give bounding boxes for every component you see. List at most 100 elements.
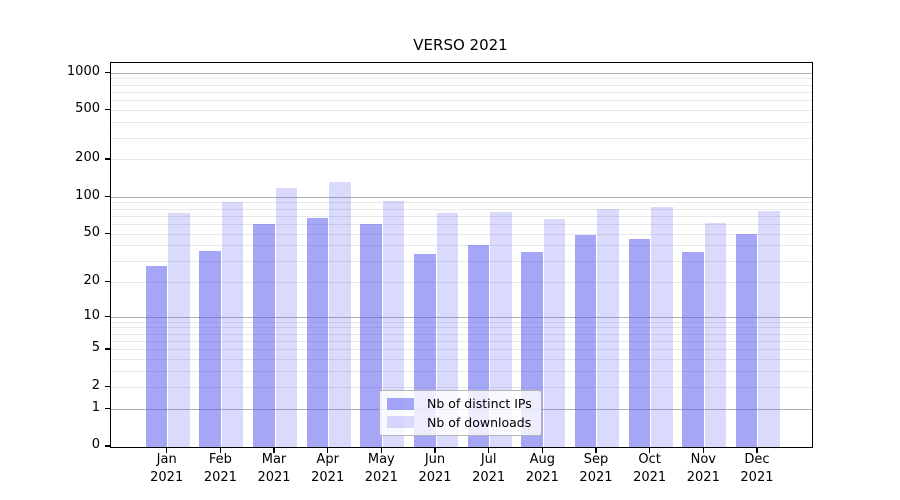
bar-nb-of-downloads xyxy=(597,209,619,447)
x-tick-month: Aug xyxy=(529,452,555,467)
minor-gridline xyxy=(111,371,812,373)
x-tick-mark xyxy=(273,447,275,453)
x-tick-label: Jun 2021 xyxy=(405,451,465,487)
y-tick-label: 1000 xyxy=(66,63,100,79)
y-tick-label: 0 xyxy=(91,437,100,453)
minor-gridline xyxy=(111,91,812,93)
bar-nb-of-downloads xyxy=(651,206,673,447)
y-tick-label: 5 xyxy=(91,340,100,356)
y-tick-label: 50 xyxy=(83,224,100,240)
x-tick-label: May 2021 xyxy=(351,451,411,487)
bar-nb-of-distinct-ips xyxy=(360,223,382,447)
y-tick-label: 2 xyxy=(91,377,100,393)
minor-gridline xyxy=(111,100,812,102)
x-tick-month: Sep xyxy=(583,452,609,467)
bar-nb-of-distinct-ips xyxy=(253,223,275,447)
x-tick-year: 2021 xyxy=(525,470,559,485)
x-tick-label: Apr 2021 xyxy=(298,451,358,487)
legend-label: Nb of downloads xyxy=(427,414,532,430)
bar-nb-of-distinct-ips xyxy=(735,233,758,447)
major-gridline xyxy=(111,316,812,318)
x-tick-label: Sep 2021 xyxy=(566,451,626,487)
y-tick-mark xyxy=(105,315,110,317)
minor-gridline xyxy=(111,233,812,235)
x-tick-mark xyxy=(434,447,436,453)
x-tick-year: 2021 xyxy=(150,470,184,485)
x-tick-month: May xyxy=(367,452,395,467)
minor-gridline xyxy=(111,359,812,361)
x-tick-label: Nov 2021 xyxy=(673,451,733,487)
minor-gridline xyxy=(111,208,812,210)
legend-swatch-ips-bar xyxy=(387,397,414,410)
minor-gridline xyxy=(111,340,812,342)
bar-nb-of-downloads xyxy=(221,201,244,447)
x-tick-label: Jul 2021 xyxy=(459,451,519,487)
chart-title: VERSO 2021 xyxy=(413,36,508,54)
x-tick-month: Jan xyxy=(156,452,177,467)
minor-gridline xyxy=(111,260,812,262)
major-gridline xyxy=(111,72,812,74)
x-tick-mark xyxy=(756,447,758,453)
bar-nb-of-distinct-ips xyxy=(199,250,221,447)
y-tick-label: 1 xyxy=(91,399,100,415)
y-tick-mark xyxy=(105,71,110,74)
minor-gridline xyxy=(111,110,812,112)
y-tick-mark xyxy=(105,195,110,198)
minor-gridline xyxy=(111,321,812,323)
legend-item: Nb of downloads xyxy=(387,415,533,430)
y-tick-mark xyxy=(105,158,110,160)
y-tick-label: 100 xyxy=(75,187,100,203)
minor-gridline xyxy=(111,78,812,80)
x-tick-month: Jul xyxy=(480,452,497,467)
x-tick-mark xyxy=(648,447,651,453)
bar-nb-of-downloads xyxy=(543,218,566,447)
x-tick-mark xyxy=(219,447,222,453)
x-tick-label: Dec 2021 xyxy=(727,451,787,487)
x-tick-year: 2021 xyxy=(579,470,613,485)
minor-gridline xyxy=(111,202,812,204)
minor-gridline xyxy=(111,159,812,161)
x-tick-month: Dec xyxy=(744,452,770,467)
bar-nb-of-distinct-ips xyxy=(574,234,597,447)
y-tick-label: 200 xyxy=(75,150,100,166)
minor-gridline xyxy=(111,223,812,225)
x-tick-year: 2021 xyxy=(686,470,720,485)
minor-gridline xyxy=(111,386,812,388)
minor-gridline xyxy=(111,84,812,86)
x-tick-month: Nov xyxy=(690,452,716,467)
x-tick-mark xyxy=(380,447,383,453)
x-tick-label: Jan 2021 xyxy=(137,451,197,487)
bar-nb-of-downloads xyxy=(758,211,780,447)
bar-nb-of-downloads xyxy=(436,212,458,447)
x-tick-mark xyxy=(326,447,329,453)
y-tick-mark xyxy=(105,445,110,447)
bar-nb-of-distinct-ips xyxy=(628,239,651,447)
x-tick-year: 2021 xyxy=(257,470,291,485)
x-tick-mark xyxy=(702,447,704,453)
y-tick-mark xyxy=(105,280,110,282)
legend-swatch-downloads-bar xyxy=(387,416,414,429)
x-tick-year: 2021 xyxy=(740,470,774,485)
y-tick-mark xyxy=(105,385,110,388)
legend-item: Nb of distinct IPs xyxy=(387,396,533,411)
y-tick-mark xyxy=(105,232,110,234)
minor-gridline xyxy=(111,327,812,329)
bar-nb-of-downloads xyxy=(704,223,727,447)
plot-area: Nb of distinct IPs Nb of downloads xyxy=(110,62,813,448)
x-tick-year: 2021 xyxy=(633,470,667,485)
y-tick-mark xyxy=(105,348,110,350)
x-tick-month: Jun xyxy=(424,452,446,467)
x-tick-month: Oct xyxy=(638,452,661,467)
x-tick-month: Mar xyxy=(261,452,287,467)
minor-gridline xyxy=(111,215,812,217)
minor-gridline xyxy=(111,333,812,335)
x-tick-year: 2021 xyxy=(418,470,452,485)
legend-label: Nb of distinct IPs xyxy=(427,396,532,412)
bar-nb-of-distinct-ips xyxy=(682,252,704,447)
bar-nb-of-distinct-ips xyxy=(306,218,329,447)
x-tick-mark xyxy=(595,447,597,453)
minor-gridline xyxy=(111,245,812,247)
bar-nb-of-downloads xyxy=(168,212,190,447)
minor-gridline xyxy=(111,349,812,351)
minor-gridline xyxy=(111,122,812,124)
